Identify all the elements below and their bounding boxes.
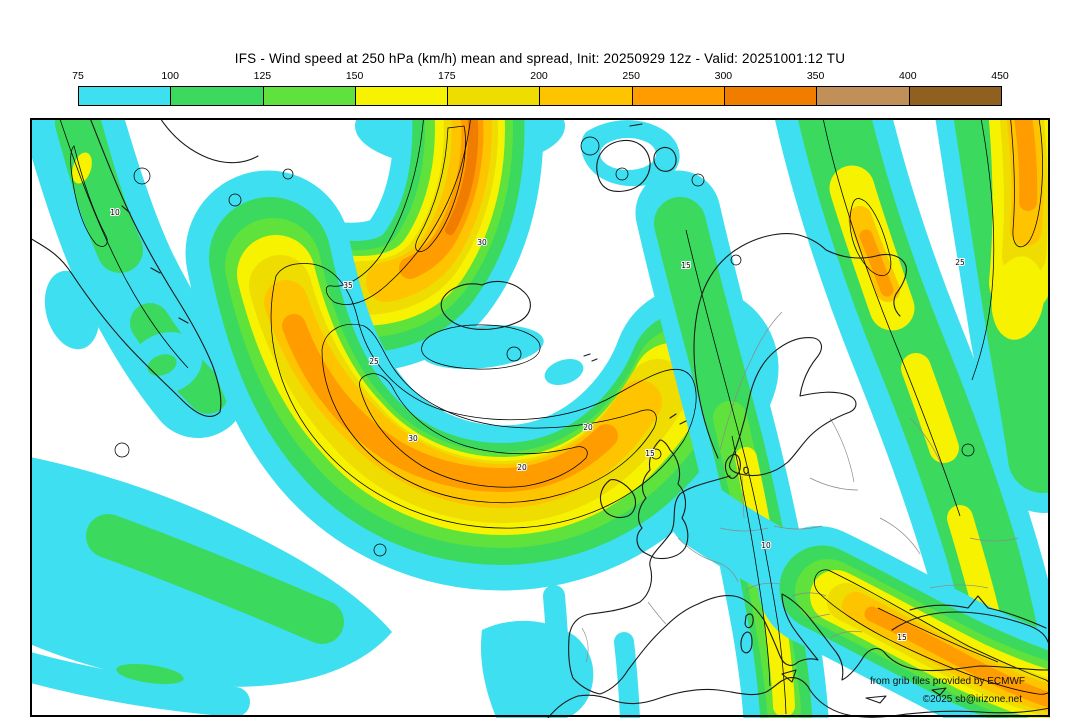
coastlines (30, 118, 1050, 718)
iberia-cyan-patches (480, 585, 640, 718)
contour-label: 25 (369, 357, 379, 366)
colorbar-segments (78, 86, 1002, 106)
coastline-greenland-north (159, 118, 259, 164)
colorbar-segment (447, 87, 540, 105)
coastline-denmark (724, 453, 749, 479)
contour-label: 35 (343, 281, 353, 290)
colorbar-segment (631, 87, 725, 105)
coastline-svalbard (596, 123, 677, 192)
coastline-iceland (440, 280, 531, 330)
mid-atlantic-cyan-lenses (420, 325, 584, 385)
coastline-ireland (599, 479, 637, 519)
spread-contours (59, 118, 1050, 715)
colorbar-segment (79, 87, 171, 105)
coastline-greenland (30, 118, 222, 417)
colorbar-tick-label: 125 (253, 70, 272, 82)
colorbar-segment (354, 87, 448, 105)
colorbar-tick-label: 250 (622, 70, 640, 82)
colorbar-ticks: 75 100 125 150 175 200 250 300 350 400 450 (72, 70, 1009, 84)
contour-label: 15 (645, 449, 655, 458)
colorbar-tick-label: 75 (72, 70, 84, 82)
coastline-scandinavia (693, 233, 907, 459)
map-credits: from grib files provided by ECMWF ©2025 … (870, 676, 1025, 705)
colorbar-segment (170, 87, 263, 105)
contour-labels: 10 35 25 30 30 20 20 15 15 25 10 15 (109, 207, 966, 643)
colorbar-tick-label: 200 (530, 70, 548, 82)
contour-label: 20 (517, 463, 527, 472)
coastline-great-britain (636, 439, 689, 560)
map-area: 10 35 25 30 30 20 20 15 15 25 10 15 from grib files… (30, 118, 1050, 718)
colorbar-segment (724, 87, 817, 105)
chart-title: IFS - Wind speed at 250 hPa (km/h) mean … (234, 51, 846, 66)
credit-copyright: ©2025 sb@irizone.net (923, 694, 1022, 705)
coastline-north-africa (547, 677, 1050, 718)
mediterranean-jet (669, 483, 1050, 718)
contour-label: 10 (761, 541, 771, 550)
colorbar-segment (908, 87, 1001, 105)
contour-label: 10 (110, 208, 120, 217)
scattered-cyan-patches (44, 270, 203, 394)
wind-map: 10 35 25 30 30 20 20 15 15 25 10 15 from grib files… (30, 118, 1050, 718)
colorbar-tick-label: 400 (899, 70, 917, 82)
colorbar-segment (539, 87, 632, 105)
map-frame (30, 118, 1050, 717)
colorbar-tick-label: 150 (345, 70, 364, 82)
coastline-europe-mainland (568, 475, 1049, 695)
north-atlantic-jet (185, 170, 779, 591)
colorbar-tick-label: 100 (161, 70, 179, 82)
southwest-atlantic-band (30, 457, 392, 717)
colorbar-tick-label: 450 (991, 70, 1009, 82)
contour-label: 30 (477, 238, 487, 247)
credit-source: from grib files provided by ECMWF (870, 676, 1025, 687)
wind-speed-fill-layer (30, 118, 1050, 718)
coastline-black-sea (891, 595, 1049, 643)
coastline-baltic (728, 337, 857, 477)
colorbar-segment (262, 87, 355, 105)
contour-label: 15 (897, 633, 907, 642)
colorbar-tick-label: 300 (714, 70, 733, 82)
colorbar-tick-label: 175 (438, 70, 456, 82)
contour-label: 20 (583, 423, 593, 432)
colorbar-tick-label: 350 (806, 70, 825, 82)
norwegian-sea-band (774, 118, 1050, 718)
contour-label: 25 (955, 258, 965, 267)
contour-label: 30 (408, 434, 418, 443)
colorbar-segment (816, 87, 909, 105)
contour-label: 15 (681, 261, 691, 270)
coastline-islands-med (740, 613, 947, 704)
